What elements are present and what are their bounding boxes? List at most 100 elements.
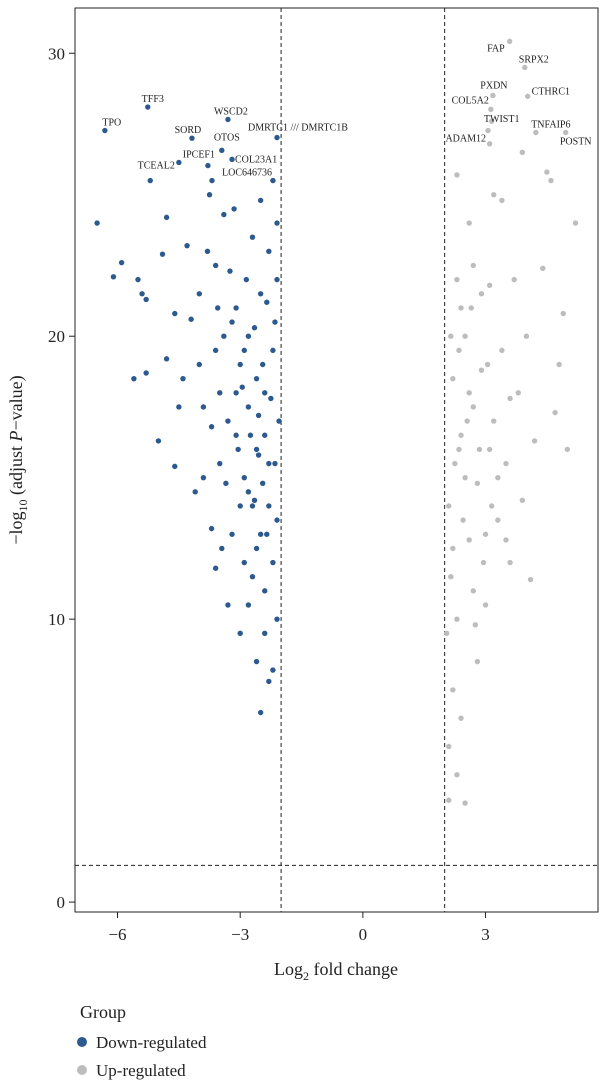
gene-label: LOC646736: [222, 168, 272, 179]
gene-label: SORD: [175, 125, 202, 136]
point: [466, 537, 472, 543]
point: [272, 319, 278, 325]
labeled-point: [490, 92, 496, 99]
point: [237, 503, 243, 509]
point: [266, 460, 272, 467]
point: [515, 390, 521, 396]
x-tick-label: 0: [359, 925, 368, 944]
point: [470, 262, 476, 269]
point: [253, 545, 260, 552]
legend-label: Up-regulated: [96, 1061, 186, 1080]
point: [245, 404, 252, 410]
point: [229, 319, 235, 325]
point: [262, 630, 268, 637]
point: [266, 503, 272, 509]
labeled-point: [562, 129, 569, 136]
point: [503, 537, 509, 543]
point: [259, 361, 266, 368]
legend-label: Down-regulated: [96, 1033, 207, 1052]
point: [208, 525, 215, 532]
point: [264, 299, 270, 305]
gene-label: ADAM12: [445, 134, 486, 145]
point: [482, 602, 489, 608]
point: [556, 361, 562, 368]
labeled-point: [189, 135, 195, 141]
point: [507, 395, 513, 402]
point: [270, 559, 276, 566]
point: [239, 384, 245, 390]
point: [266, 248, 272, 255]
gene-label: IPCEF1: [183, 150, 215, 161]
point: [446, 743, 452, 750]
point: [196, 361, 203, 368]
y-label-part: −log: [6, 511, 26, 544]
point: [495, 474, 501, 481]
point: [259, 480, 266, 487]
point: [241, 474, 247, 481]
point: [462, 474, 468, 481]
labeled-point: [209, 177, 215, 184]
y-tick-label: 30: [48, 44, 65, 63]
point: [486, 141, 493, 147]
point: [212, 565, 219, 571]
point: [478, 291, 485, 297]
point: [253, 375, 260, 382]
point: [564, 446, 571, 453]
point: [468, 305, 474, 311]
point: [147, 177, 153, 184]
point: [192, 489, 198, 495]
labeled-point: [522, 64, 528, 71]
point: [491, 192, 497, 198]
legend-marker: [77, 1065, 87, 1075]
gene-label: COL5A2: [452, 95, 489, 106]
point: [262, 432, 268, 438]
y-label-sub: 10: [16, 499, 30, 511]
point: [188, 316, 194, 322]
point: [272, 460, 278, 467]
labeled-point: [205, 162, 211, 169]
point: [227, 268, 233, 274]
point: [235, 446, 241, 453]
point: [548, 177, 554, 184]
point: [217, 390, 223, 396]
point: [172, 310, 178, 317]
point: [200, 474, 207, 481]
labeled-point: [488, 118, 495, 124]
point: [155, 438, 162, 444]
gene-label: TPO: [102, 118, 121, 129]
point: [466, 220, 472, 226]
point: [231, 206, 237, 212]
gene-label: TCEAL2: [138, 160, 175, 171]
point: [448, 333, 454, 339]
point: [276, 418, 282, 424]
point: [470, 404, 476, 410]
point: [523, 333, 530, 339]
point: [268, 395, 274, 402]
gene-label: OTOS: [214, 132, 240, 143]
labeled-point: [488, 106, 494, 112]
point: [454, 276, 460, 283]
y-tick-label: 10: [48, 610, 65, 629]
point: [172, 463, 178, 470]
point: [233, 432, 239, 438]
point: [204, 248, 211, 255]
point: [253, 446, 260, 453]
point: [540, 265, 546, 272]
point: [251, 497, 258, 504]
point: [446, 503, 452, 509]
point: [255, 452, 262, 458]
point: [456, 347, 462, 354]
point: [255, 412, 262, 419]
point: [454, 772, 460, 778]
x-tick-label: 3: [481, 925, 490, 944]
x-axis-label: Log2 fold change: [274, 959, 398, 983]
point: [270, 667, 276, 673]
point: [519, 497, 526, 504]
point: [245, 489, 252, 495]
point: [448, 574, 454, 580]
point: [212, 262, 219, 269]
point: [462, 333, 468, 339]
point: [488, 503, 495, 509]
point: [257, 291, 264, 297]
gene-label: CTHRC1: [532, 86, 570, 97]
